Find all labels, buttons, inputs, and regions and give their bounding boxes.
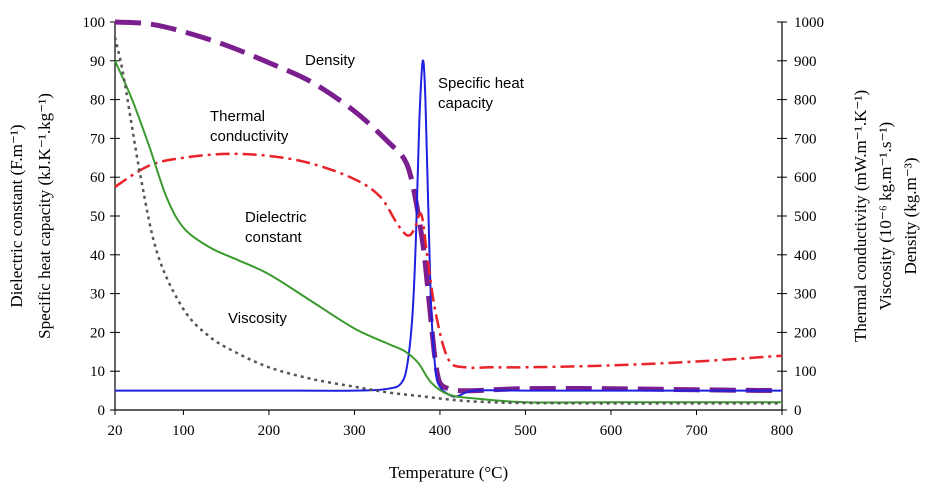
y-left-tick-label: 50 [90,209,105,225]
y-left-tick-label: 40 [90,248,105,264]
y-right-tick-label: 700 [794,131,817,147]
y-right-tick-label: 300 [794,287,817,303]
x-tick-label: 200 [258,423,281,439]
x-axis-label: Temperature (°C) [389,463,508,482]
x-tick-label: 20 [108,423,123,439]
x-tick-label: 700 [685,423,708,439]
y-right-tick-label: 100 [794,364,817,380]
series-density-line [114,19,783,394]
series-viscosity-line [113,37,782,405]
y-left-tick-label: 80 [90,93,105,109]
y-right-tick-label: 200 [794,325,817,341]
annotation-dielectric-constant: Dielectric [245,209,307,226]
series-thermal-conductivity-line [114,152,783,370]
y-left-tick-label: 20 [90,325,105,341]
y-right-tick-label: 800 [794,93,817,109]
annotation-thermal-conductivity: conductivity [210,128,289,145]
annotations: Density Specific heat capacity Thermal condu… [210,52,525,327]
y-right-tick-label: 0 [794,403,802,419]
axes: 20 100 200 300 400 500 600 700 80001020304050607… [7,15,920,482]
y-left-tick-label: 10 [90,364,105,380]
y-right-tick-label: 400 [794,248,817,264]
annotation-viscosity: Viscosity [228,310,287,327]
y-right-tick-label: 600 [794,170,817,186]
y-left-axis-label: Dielectric constant (F.m⁻¹) [7,124,26,307]
y-left-tick-label: 70 [90,131,105,147]
y-right-axis-label: Density (kg.m⁻³) [901,158,920,275]
x-tick-label: 100 [172,423,195,439]
plot-area [113,19,783,405]
x-tick-label: 800 [771,423,794,439]
y-left-axis-label: Specific heat capacity (kJ.K⁻¹.kg⁻¹) [35,93,54,339]
y-left-tick-label: 30 [90,287,105,303]
series-specific-heat-capacity-line [115,59,782,398]
x-tick-label: 600 [600,423,623,439]
x-tick-label: 300 [343,423,366,439]
annotation-thermal-conductivity: Thermal [210,108,265,125]
y-right-tick-label: 900 [794,54,817,70]
y-left-tick-label: 100 [83,15,106,31]
y-left-tick-label: 60 [90,170,105,186]
annotation-density: Density [305,52,356,69]
annotation-specific-heat-capacity: capacity [438,95,494,112]
x-tick-label: 400 [429,423,452,439]
annotation-dielectric-constant: constant [245,229,303,246]
y-left-tick-label: 0 [98,403,106,419]
x-tick-label: 500 [514,423,537,439]
series-dielectric-constant-line [114,60,782,404]
y-right-axis-label: Viscosity (10⁻⁶ kg.m⁻¹.s⁻¹) [876,122,895,310]
y-right-tick-label: 1000 [794,15,824,31]
y-left-tick-label: 90 [90,54,105,70]
y-right-axis-label: Thermal conductivity (mW.m⁻¹.K⁻¹) [851,90,870,342]
annotation-specific-heat-capacity: Specific heat [438,75,525,92]
y-right-tick-label: 500 [794,209,817,225]
